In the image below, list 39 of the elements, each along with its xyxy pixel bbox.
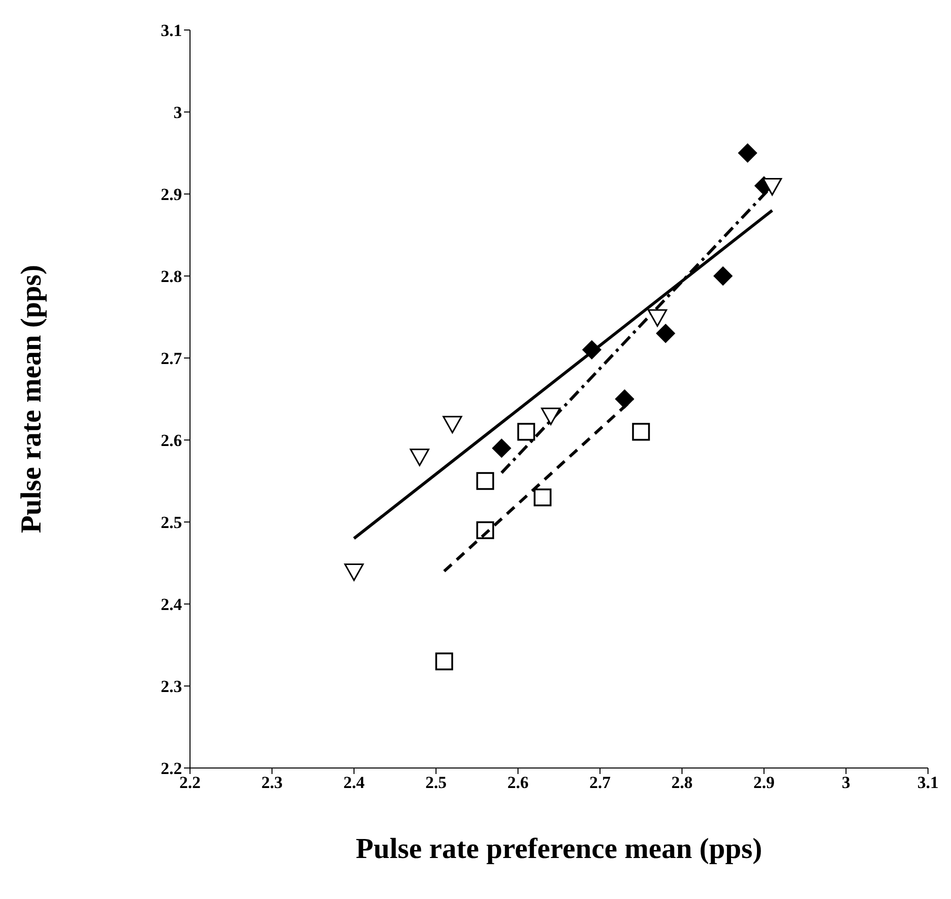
y-tick-label: 2.2 [160, 759, 182, 778]
y-tick-label: 2.6 [160, 431, 182, 450]
point [410, 448, 430, 466]
x-axis-title: Pulse rate preference mean (pps) [356, 833, 762, 865]
x-tick-label: 2.8 [671, 773, 693, 792]
point [714, 266, 732, 286]
point [476, 472, 494, 490]
point [344, 563, 364, 581]
x-tick-label: 2.4 [343, 773, 366, 792]
point [582, 340, 602, 360]
y-tick-label: 2.9 [160, 185, 182, 204]
point [738, 144, 758, 162]
x-tick-label: 2.7 [589, 773, 612, 792]
y-tick-label: 2.4 [160, 595, 182, 614]
x-tick-label: 2.2 [179, 773, 201, 792]
y-tick-label: 2.7 [160, 349, 182, 368]
point [615, 390, 634, 408]
x-tick-label: 2.9 [753, 773, 775, 792]
point [492, 438, 512, 458]
x-tick-label: 2.5 [425, 773, 447, 792]
point [656, 324, 676, 343]
point [476, 521, 494, 540]
y-tick-label: 3 [174, 103, 182, 122]
x-tick-label: 3 [842, 773, 850, 792]
point [534, 488, 552, 506]
y-tick-label: 3.1 [160, 21, 182, 40]
y-axis-title: Pulse rate mean (pps) [15, 264, 48, 534]
point [517, 422, 536, 441]
y-tick-label: 2.5 [160, 513, 182, 532]
point [435, 652, 454, 670]
x-tick-label: 3.1 [917, 773, 939, 792]
x-tick-label: 2.6 [507, 773, 529, 792]
point [648, 309, 668, 327]
y-tick-label: 2.3 [160, 677, 182, 696]
y-tick-label: 2.8 [160, 267, 182, 286]
point [442, 416, 462, 434]
x-tick-label: 2.3 [261, 773, 283, 792]
point [632, 422, 650, 441]
point [541, 408, 561, 426]
